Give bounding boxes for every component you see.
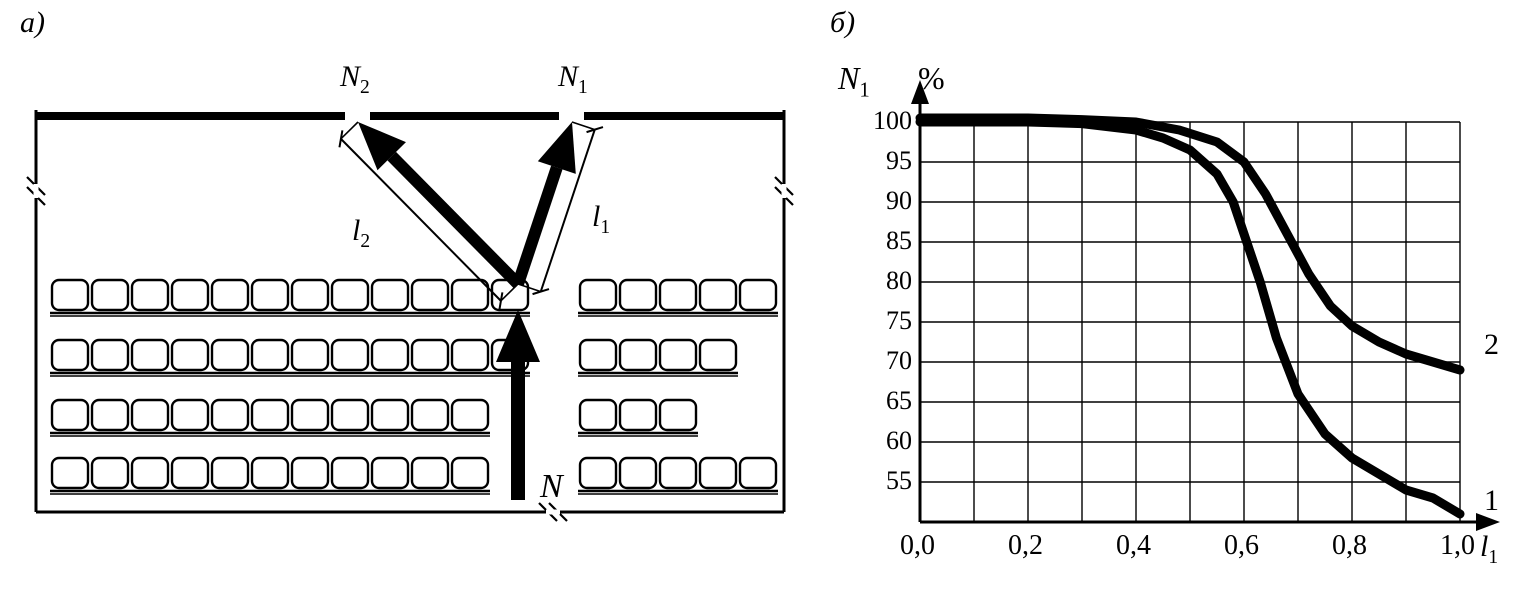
curve-end-label: 1 bbox=[1484, 484, 1499, 518]
x-tick-label: 0,6 bbox=[1224, 530, 1259, 562]
y-tick-label: 95 bbox=[860, 146, 912, 176]
panel-b-tag: б) bbox=[830, 6, 855, 40]
x-tick-label: 0,2 bbox=[1008, 530, 1043, 562]
label-l1: l1 bbox=[592, 200, 610, 239]
y-axis-title-N1: N1 bbox=[838, 60, 870, 102]
y-tick-label: 60 bbox=[860, 426, 912, 456]
x-tick-label: 1,0 bbox=[1440, 530, 1475, 562]
y-tick-label: 85 bbox=[860, 226, 912, 256]
label-N2: N2 bbox=[340, 60, 370, 99]
panel-a-tag: а) bbox=[20, 6, 45, 40]
y-tick-label: 70 bbox=[860, 346, 912, 376]
figure: а) N2 N1 l2 l1 Nб) 100 95 90 85 80 75 70 65 60 55 0,0 0,2… bbox=[0, 0, 1536, 609]
curve-end-label: 2 bbox=[1484, 328, 1499, 362]
y-tick-label: 100 bbox=[860, 106, 912, 136]
label-l2: l2 bbox=[352, 214, 370, 253]
y-tick-label: 65 bbox=[860, 386, 912, 416]
label-N: N bbox=[540, 468, 563, 506]
label-N1: N1 bbox=[558, 60, 588, 99]
y-tick-label: 80 bbox=[860, 266, 912, 296]
x-axis-title: l1 bbox=[1480, 530, 1498, 569]
x-tick-label: 0,8 bbox=[1332, 530, 1367, 562]
x-tick-label: 0,4 bbox=[1116, 530, 1151, 562]
x-tick-label: 0,0 bbox=[900, 530, 935, 562]
figure-svg bbox=[0, 0, 1536, 609]
y-tick-label: 75 bbox=[860, 306, 912, 336]
y-axis-title-pct: % bbox=[918, 60, 945, 97]
y-tick-label: 55 bbox=[860, 466, 912, 496]
y-tick-label: 90 bbox=[860, 186, 912, 216]
